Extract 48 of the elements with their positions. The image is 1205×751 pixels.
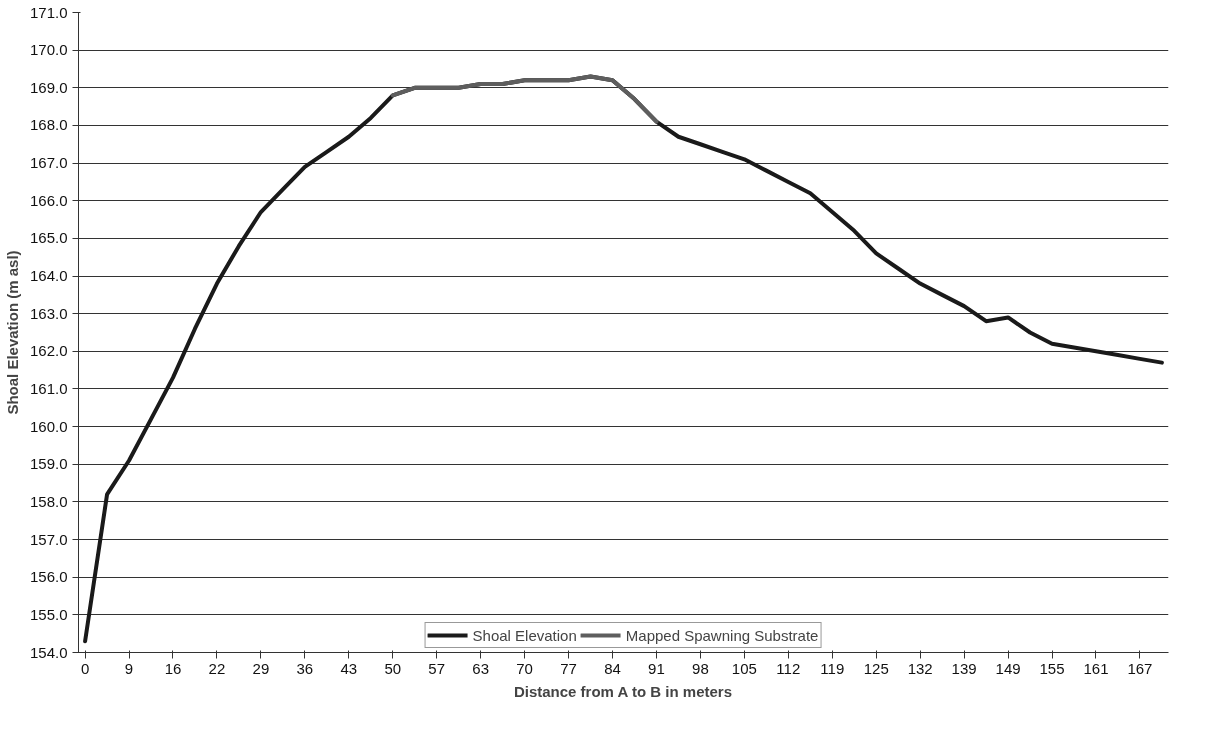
x-tick-label: 84 [604,659,621,677]
y-axis-title: Shoal Elevation (m asl) [3,250,21,415]
x-tick-label: 50 [384,659,402,677]
x-tick-label: 63 [472,659,489,677]
x-tick-label: 9 [124,659,134,677]
x-axis-title: Distance from A to B in meters [513,682,732,700]
y-tick-label: 168.0 [29,116,68,134]
y-tick-label: 169.0 [29,78,68,96]
x-tick-label: 77 [560,659,577,677]
x-tick-label: 91 [648,659,665,677]
x-tick-label: 29 [252,659,270,677]
y-tick-label: 166.0 [29,191,68,209]
x-tick-label: 112 [776,659,801,677]
x-tick-label: 161 [1083,659,1109,677]
y-tick-label: 159.0 [29,455,68,473]
y-tick-label: 164.0 [29,267,68,285]
x-tick-label: 43 [340,659,358,677]
y-tick-label: 160.0 [29,417,68,435]
y-tick-label: 165.0 [29,229,68,247]
line-series [390,74,659,124]
x-tick-label: 22 [208,659,226,677]
x-tick-label: 105 [731,659,757,677]
x-tick-label: 98 [692,659,709,677]
x-tick-label: 16 [164,659,182,677]
x-tick-label: 57 [428,659,446,677]
x-tick-label: 167 [1127,659,1153,677]
legend-label: Shoal Elevation [472,626,577,644]
legend-label: Mapped Spawning Substrate [625,626,819,644]
y-tick-label: 156.0 [29,568,68,586]
y-tick-label: 161.0 [29,379,68,397]
y-tick-label: 158.0 [29,492,68,510]
x-tick-label: 0 [80,659,90,677]
y-tick-label: 157.0 [29,530,68,548]
y-tick-label: 170.0 [29,41,68,59]
y-tick-label: 171.0 [29,3,68,21]
y-tick-label: 162.0 [29,342,68,360]
x-tick-label: 36 [296,659,314,677]
x-tick-label: 119 [820,659,845,677]
x-tick-label: 70 [516,659,533,677]
x-tick-label: 139 [951,659,977,677]
y-tick-label: 163.0 [29,304,68,322]
y-tick-label: 154.0 [29,643,68,661]
x-tick-label: 155 [1039,659,1065,677]
x-tick-label: 132 [907,659,933,677]
y-tick-label: 155.0 [29,605,68,623]
y-tick-label: 167.0 [29,154,68,172]
x-tick-label: 149 [995,659,1021,677]
x-tick-label: 125 [863,659,889,677]
